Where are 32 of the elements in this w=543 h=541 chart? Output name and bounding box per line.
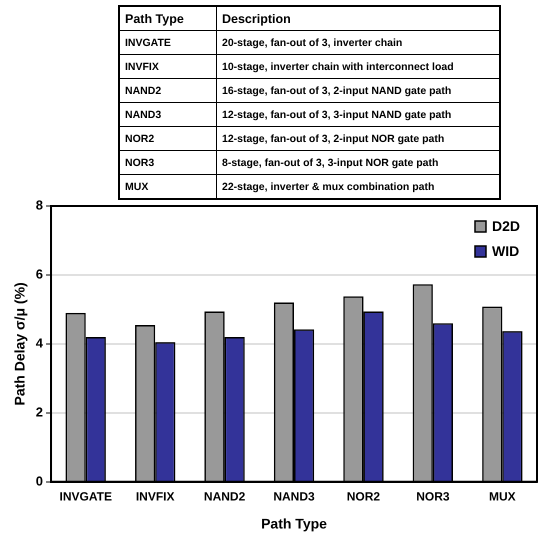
y-axis-title: Path Delay σ/μ (%) bbox=[11, 282, 28, 406]
text: 10-stage, inverter chain with interconnect load bbox=[216, 54, 500, 78]
y-tick-label: 0 bbox=[36, 473, 44, 488]
x-tick-label: NAND2 bbox=[204, 489, 246, 504]
text: NAND2 bbox=[119, 78, 216, 102]
y-tick-label: 8 bbox=[36, 198, 44, 213]
text: 12-stage, fan-out of 3, 2-input NOR gate path bbox=[216, 126, 500, 150]
x-tick-label: NOR3 bbox=[416, 489, 450, 504]
text: INVGATE bbox=[119, 30, 216, 54]
text: NAND3 bbox=[119, 102, 216, 126]
text: 12-stage, fan-out of 3, 3-input NAND gate path bbox=[216, 102, 500, 126]
legend-label: D2D bbox=[492, 218, 520, 234]
text: Path Type bbox=[119, 6, 216, 30]
y-tick-label: 6 bbox=[36, 266, 44, 282]
y-tick-label: 2 bbox=[36, 404, 44, 420]
legend-label: WID bbox=[492, 242, 520, 259]
x-axis-title: Path Type bbox=[261, 515, 328, 532]
text: 22-stage, inverter & mux combination path bbox=[216, 174, 500, 199]
x-tick-label: MUX bbox=[488, 489, 516, 504]
text: NOR3 bbox=[119, 150, 216, 174]
text: 20-stage, fan-out of 3, inverter chain bbox=[216, 30, 500, 54]
text: MUX bbox=[119, 174, 216, 199]
x-tick-label: NAND3 bbox=[273, 489, 316, 504]
text: 8-stage, fan-out of 3, 3-input NOR gate path bbox=[216, 150, 500, 174]
text: INVFIX bbox=[119, 54, 216, 78]
text: Description bbox=[216, 6, 500, 30]
text: NOR2 bbox=[119, 126, 216, 150]
y-tick-label: 4 bbox=[36, 335, 44, 350]
x-tick-label: INVFIX bbox=[136, 489, 174, 504]
x-tick-label: NOR2 bbox=[346, 489, 380, 504]
text: 16-stage, fan-out of 3, 2-input NAND gate path bbox=[216, 78, 500, 102]
x-tick-label: INVGATE bbox=[60, 489, 112, 504]
